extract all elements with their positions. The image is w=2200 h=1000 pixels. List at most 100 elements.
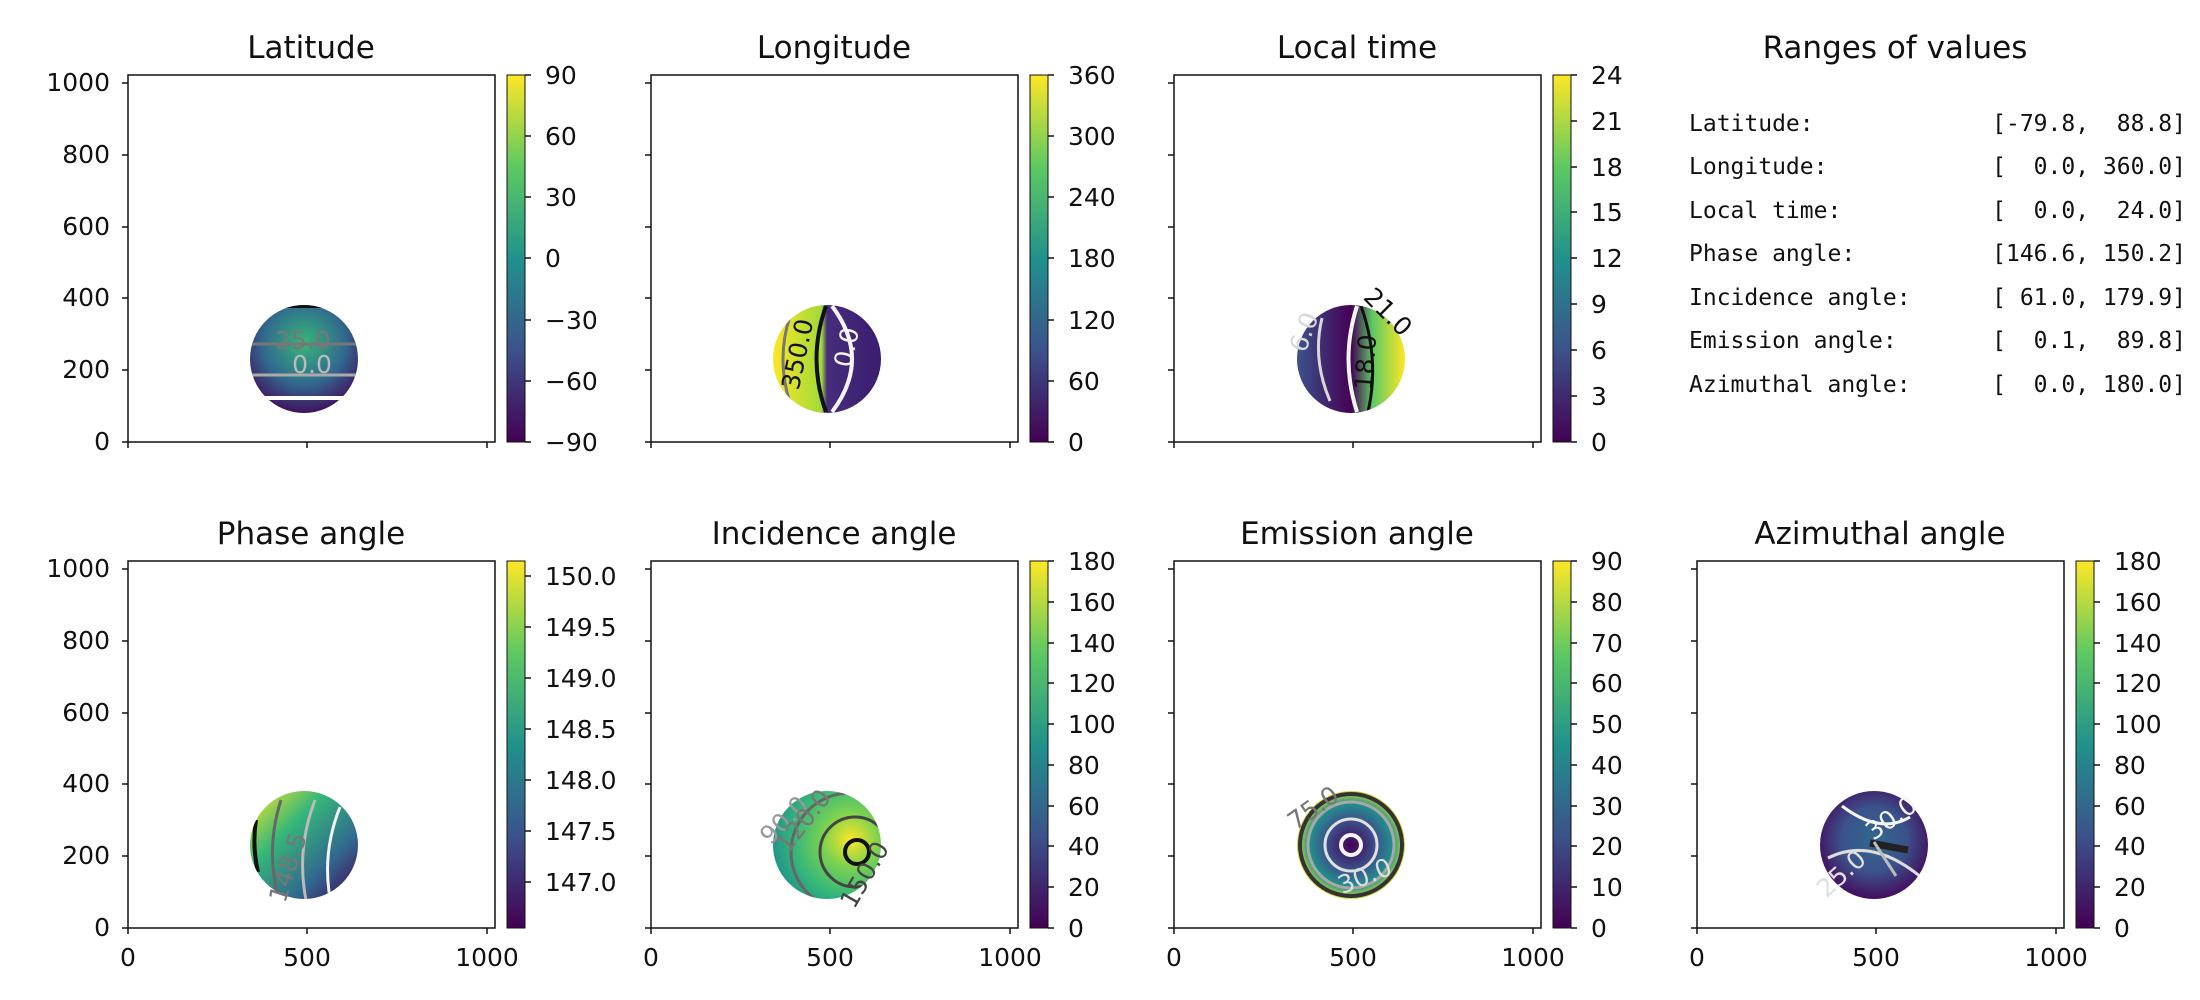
panel-title: Latitude — [247, 30, 375, 66]
panel-incidence-angle: Incidence angle 90.0 120.0 150.0 0 500 1… — [643, 516, 1116, 972]
contour-line — [1316, 317, 1332, 402]
colorbar: 90 60 30 0 −30 −60 −90 — [506, 61, 598, 457]
colorbar-tick-label: 20 — [1591, 832, 1623, 861]
contour-label: 25.0 — [275, 326, 331, 355]
contour-line — [1298, 792, 1404, 898]
colorbar: 180 160 140 120 100 80 60 40 20 0 — [1029, 547, 1116, 943]
contour-line — [843, 838, 871, 866]
contour-line — [818, 815, 881, 889]
colorbar-tick-label: 40 — [1591, 751, 1623, 780]
contour-line — [1827, 848, 1923, 880]
range-row-value: [146.6, 150.2] — [1992, 241, 2186, 267]
colorbar-tick-label: 50 — [1591, 710, 1623, 739]
colorbar-tick-label: 120 — [2114, 669, 2162, 698]
colorbar: 150.0 149.5 149.0 148.5 148.0 147.5 147.… — [506, 560, 617, 929]
panel-local-time: Local time 6.0 21.0 18.0 — [1168, 30, 1623, 457]
colorbar-tick-label: 100 — [2114, 710, 2162, 739]
colorbar-tick-label: 360 — [1068, 61, 1116, 90]
y-axis — [1691, 568, 1697, 929]
colorbar-tick-label: 180 — [2114, 547, 2162, 576]
x-tick-label: 1000 — [2024, 943, 2088, 972]
x-axis — [127, 442, 488, 448]
colorbar-tick-label: 80 — [2114, 751, 2146, 780]
range-row-label: Emission angle: — [1689, 328, 1897, 354]
colorbar-gradient — [506, 74, 526, 443]
contour-line — [1306, 800, 1396, 890]
colorbar-tick-label: 21 — [1591, 107, 1623, 136]
y-tick-label: 600 — [62, 212, 110, 241]
colorbar-tick-label: 20 — [2114, 873, 2146, 902]
x-axis — [1173, 442, 1534, 448]
colorbar: 360 300 240 180 120 60 0 — [1029, 61, 1116, 457]
range-row-label: Longitude: — [1689, 154, 1827, 180]
y-axis — [1168, 568, 1174, 929]
contour-line — [1872, 841, 1898, 877]
panel-title: Local time — [1277, 30, 1437, 66]
contour-line — [1841, 804, 1911, 826]
colorbar-tick-label: 150.0 — [545, 562, 617, 591]
x-tick-label: 500 — [1852, 943, 1900, 972]
colorbar-tick-label: 148.0 — [545, 766, 617, 795]
colorbar-tick-label: 80 — [1591, 588, 1623, 617]
panel-title: Incidence angle — [712, 516, 957, 552]
contour-line — [814, 305, 828, 413]
colorbar-tick-label: 240 — [1068, 183, 1116, 212]
colorbar-tick-label: 0 — [1591, 914, 1607, 943]
range-row-label: Latitude: — [1689, 111, 1814, 137]
colorbar-tick-label: 147.0 — [545, 868, 617, 897]
range-row-value: [ 0.0, 24.0] — [1992, 198, 2186, 224]
planet-disk: 90.0 120.0 150.0 — [754, 784, 895, 913]
x-tick-label: 0 — [120, 943, 136, 972]
colorbar-tick-label: 90 — [1591, 547, 1623, 576]
range-row-value: [ 61.0, 179.9] — [1992, 285, 2186, 311]
colorbar-tick-label: 40 — [1068, 832, 1100, 861]
colorbar-tick-label: 160 — [2114, 588, 2162, 617]
contour-line — [1339, 833, 1363, 857]
y-tick-label: 400 — [62, 283, 110, 312]
range-row-label: Azimuthal angle: — [1689, 372, 1911, 398]
y-tick-label: 600 — [62, 698, 110, 727]
contour-label: 18.0 — [1349, 333, 1383, 391]
x-axis: 0 500 1000 — [120, 928, 519, 972]
x-tick-label: 500 — [806, 943, 854, 972]
colorbar-gradient — [1029, 74, 1049, 443]
colorbar-tick-label: −90 — [545, 428, 598, 457]
colorbar-tick-label: 18 — [1591, 153, 1623, 182]
planet-disk: 148.5 — [250, 791, 358, 906]
y-axis — [1168, 82, 1174, 443]
colorbar-tick-label: 6 — [1591, 336, 1607, 365]
y-tick-label: 800 — [62, 626, 110, 655]
colorbar-tick-label: 60 — [545, 122, 577, 151]
colorbar-tick-label: 10 — [1591, 873, 1623, 902]
y-axis: 0 200 400 600 800 1000 — [46, 68, 128, 456]
panel-title: Phase angle — [217, 516, 405, 552]
panel-title: Longitude — [757, 30, 911, 66]
contour-line — [270, 799, 283, 899]
panel-title: Ranges of values — [1763, 30, 2028, 66]
colorbar-tick-label: 80 — [1068, 751, 1100, 780]
colorbar-tick-label: 180 — [1068, 547, 1116, 576]
range-row-value: [ 0.0, 180.0] — [1992, 372, 2186, 398]
colorbar: 180 160 140 120 100 80 60 40 20 0 — [2075, 547, 2162, 943]
colorbar-tick-label: 120 — [1068, 306, 1116, 335]
colorbar-tick-label: 30 — [545, 183, 577, 212]
y-axis: 0 200 400 600 800 1000 — [46, 554, 128, 942]
contour-line — [1359, 305, 1375, 413]
colorbar-tick-label: 0 — [545, 244, 561, 273]
colorbar-gradient — [1029, 560, 1049, 929]
colorbar-tick-label: 300 — [1068, 122, 1116, 151]
y-tick-label: 0 — [94, 913, 110, 942]
colorbar-tick-label: 60 — [1068, 367, 1100, 396]
panel-phase-angle: Phase angle 148.5 0 500 1000 — [46, 516, 616, 972]
panel-emission-angle: Emission angle 75.0 30.0 0 500 1000 — [1166, 516, 1623, 972]
panel-ranges-of-values: Ranges of values Latitude: [-79.8, 88.8]… — [1689, 30, 2186, 398]
y-tick-label: 200 — [62, 355, 110, 384]
colorbar-tick-label: 70 — [1591, 629, 1623, 658]
x-axis: 0 500 1000 — [643, 928, 1042, 972]
x-tick-label: 0 — [643, 943, 659, 972]
contour-line — [301, 799, 317, 899]
colorbar-tick-label: 60 — [1068, 792, 1100, 821]
contour-line — [1346, 305, 1359, 413]
y-tick-label: 400 — [62, 769, 110, 798]
x-tick-label: 1000 — [1501, 943, 1565, 972]
